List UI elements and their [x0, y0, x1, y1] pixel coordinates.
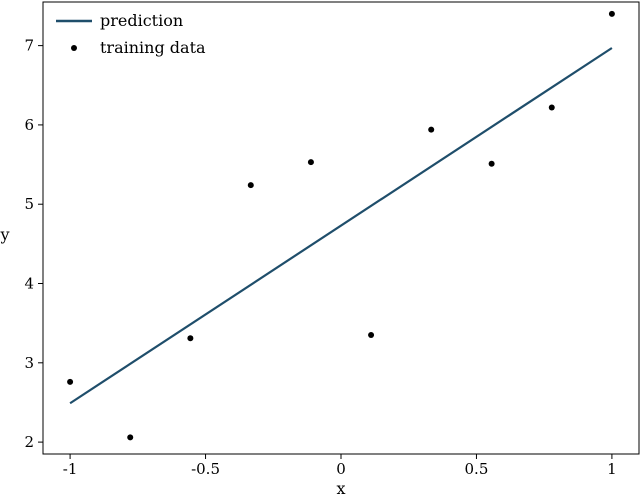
x-tick-label: 1: [607, 460, 617, 478]
x-axis-label: x: [336, 479, 345, 495]
training-data-point: [608, 10, 615, 17]
training-data-point: [548, 104, 555, 111]
y-tick-label: 2: [24, 433, 34, 451]
x-tick-label: 0.5: [465, 460, 489, 478]
x-tick-label: -1: [63, 460, 78, 478]
prediction-line: [69, 47, 613, 405]
training-data-point: [428, 126, 435, 133]
y-axis-label: y: [0, 225, 10, 244]
x-tick-label: 0: [336, 460, 346, 478]
y-tick-label: 5: [24, 195, 34, 213]
x-tick-label: -0.5: [191, 460, 220, 478]
y-tick-label: 6: [24, 116, 34, 134]
training-data-point: [368, 332, 375, 339]
y-axis-ticks: 2 3 4 5 6 7: [24, 37, 43, 451]
training-data-point: [488, 160, 495, 167]
y-tick-label: 3: [24, 354, 34, 372]
training-data-point: [247, 182, 254, 189]
training-data-point: [127, 434, 134, 441]
legend-training-data-marker: [71, 45, 77, 51]
training-data-point: [67, 378, 74, 385]
series-layer: [67, 10, 615, 441]
legend-prediction-label: prediction: [100, 11, 183, 30]
plot-area: [42, 1, 640, 455]
training-data-point: [307, 159, 314, 166]
training-data-point: [187, 335, 194, 342]
legend-training-data-label: training data: [100, 38, 206, 57]
x-axis-ticks: -1 -0.5 0 0.5 1: [63, 454, 617, 478]
legend: prediction training data: [56, 11, 206, 57]
y-tick-label: 7: [24, 37, 34, 55]
y-tick-label: 4: [24, 275, 34, 293]
